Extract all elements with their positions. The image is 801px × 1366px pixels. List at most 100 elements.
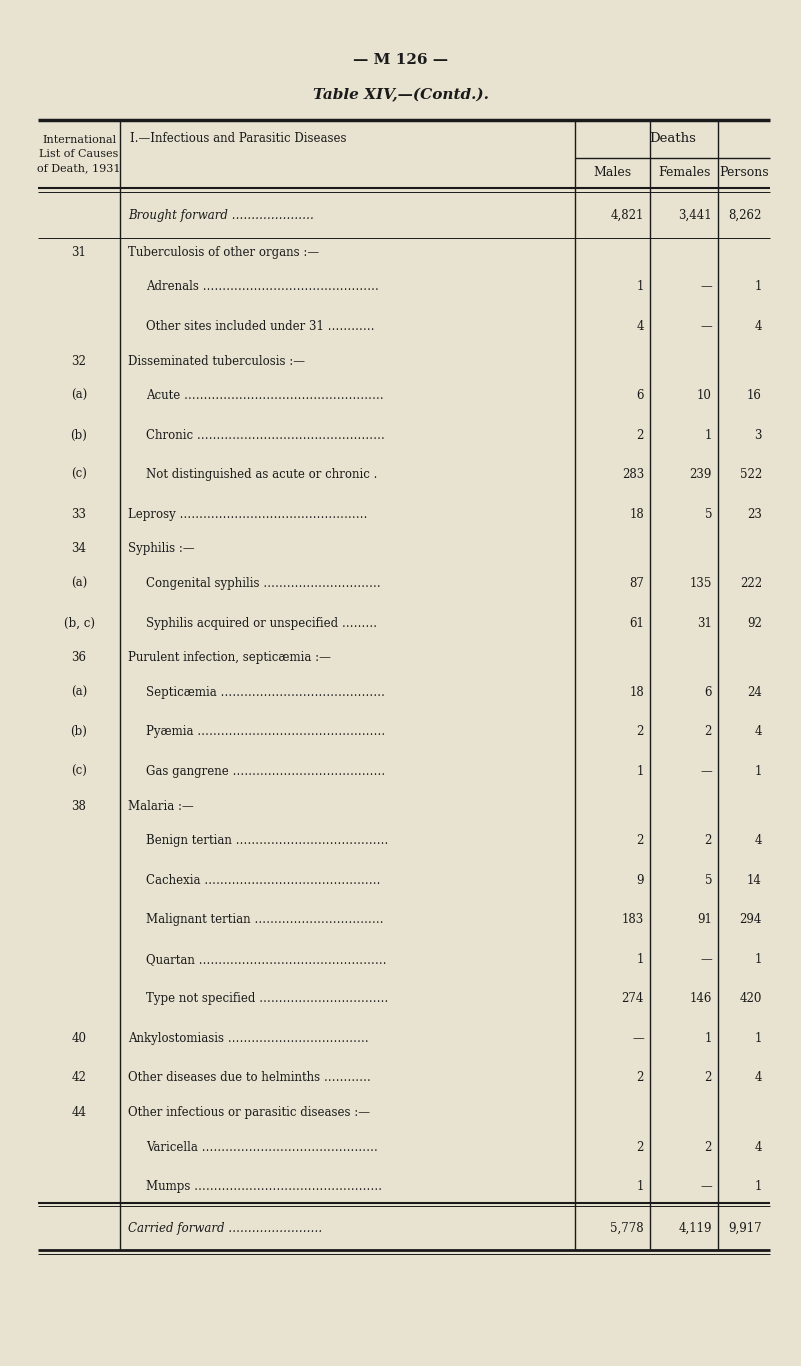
Text: 1: 1 — [637, 1180, 644, 1194]
Text: 6: 6 — [705, 686, 712, 699]
Text: Type not specified ……………………………: Type not specified …………………………… — [146, 992, 388, 1005]
Text: Carried forward ……………………: Carried forward …………………… — [128, 1221, 322, 1235]
Text: —: — — [700, 953, 712, 966]
Text: 18: 18 — [630, 508, 644, 520]
Text: 3: 3 — [755, 429, 762, 441]
Text: 4,821: 4,821 — [610, 209, 644, 223]
Text: Malignant tertian ……………………………: Malignant tertian …………………………… — [146, 914, 384, 926]
Text: Purulent infection, septicæmia :—: Purulent infection, septicæmia :— — [128, 652, 331, 664]
Text: 24: 24 — [747, 686, 762, 699]
Text: 2: 2 — [637, 1141, 644, 1154]
Text: (a): (a) — [70, 576, 87, 590]
Text: 32: 32 — [71, 355, 87, 367]
Text: Females: Females — [658, 167, 710, 179]
Text: —: — — [700, 320, 712, 333]
Text: 2: 2 — [705, 1141, 712, 1154]
Text: 1: 1 — [637, 280, 644, 294]
Text: Septicæmia ……………………………………: Septicæmia …………………………………… — [146, 686, 385, 699]
Text: Quartan …………………………………………: Quartan ………………………………………… — [146, 953, 387, 966]
Text: 87: 87 — [629, 576, 644, 590]
Text: Acute ……………………………………………: Acute …………………………………………… — [146, 389, 384, 402]
Text: 18: 18 — [630, 686, 644, 699]
Text: 1: 1 — [637, 953, 644, 966]
Text: Persons: Persons — [719, 167, 769, 179]
Text: 31: 31 — [697, 616, 712, 630]
Text: 1: 1 — [755, 953, 762, 966]
Text: Syphilis acquired or unspecified ………: Syphilis acquired or unspecified ……… — [146, 616, 377, 630]
Text: 23: 23 — [747, 508, 762, 520]
Text: 4: 4 — [755, 1141, 762, 1154]
Text: 92: 92 — [747, 616, 762, 630]
Text: 9: 9 — [637, 874, 644, 887]
Text: Gas gangrene …………………………………: Gas gangrene ………………………………… — [146, 765, 385, 779]
Text: Not distinguished as acute or chronic .: Not distinguished as acute or chronic . — [146, 469, 377, 481]
Text: 222: 222 — [740, 576, 762, 590]
Text: 1: 1 — [705, 1031, 712, 1045]
Text: 40: 40 — [71, 1031, 87, 1045]
Text: 33: 33 — [71, 508, 87, 520]
Text: 5: 5 — [705, 874, 712, 887]
Text: 4,119: 4,119 — [678, 1221, 712, 1235]
Text: List of Causes: List of Causes — [39, 149, 119, 158]
Text: Syphilis :—: Syphilis :— — [128, 542, 195, 556]
Text: Adrenals ………………………………………: Adrenals ……………………………………… — [146, 280, 379, 294]
Text: 6: 6 — [637, 389, 644, 402]
Text: Varicella ………………………………………: Varicella ……………………………………… — [146, 1141, 378, 1154]
Text: of Death, 1931: of Death, 1931 — [38, 163, 121, 173]
Text: Brought forward …………………: Brought forward ………………… — [128, 209, 314, 223]
Text: 1: 1 — [755, 1180, 762, 1194]
Text: 5,778: 5,778 — [610, 1221, 644, 1235]
Text: 294: 294 — [739, 914, 762, 926]
Text: Other infectious or parasitic diseases :—: Other infectious or parasitic diseases :… — [128, 1106, 370, 1119]
Text: Deaths: Deaths — [649, 133, 696, 146]
Text: 5: 5 — [705, 508, 712, 520]
Text: (b): (b) — [70, 725, 87, 739]
Text: 4: 4 — [637, 320, 644, 333]
Text: 1: 1 — [755, 280, 762, 294]
Text: 2: 2 — [637, 1071, 644, 1085]
Text: 61: 61 — [629, 616, 644, 630]
Text: 135: 135 — [690, 576, 712, 590]
Text: —: — — [700, 765, 712, 779]
Text: Cachexia ………………………………………: Cachexia ……………………………………… — [146, 874, 380, 887]
Text: 1: 1 — [755, 1031, 762, 1045]
Text: (c): (c) — [71, 765, 87, 779]
Text: Tuberculosis of other organs :—: Tuberculosis of other organs :— — [128, 246, 319, 258]
Text: Chronic …………………………………………: Chronic ………………………………………… — [146, 429, 384, 441]
Text: Malaria :—: Malaria :— — [128, 799, 194, 813]
Text: 420: 420 — [739, 992, 762, 1005]
Text: 44: 44 — [71, 1106, 87, 1119]
Text: (a): (a) — [70, 389, 87, 402]
Text: 42: 42 — [71, 1071, 87, 1085]
Text: 2: 2 — [637, 835, 644, 847]
Text: 146: 146 — [690, 992, 712, 1005]
Text: 34: 34 — [71, 542, 87, 556]
Text: 522: 522 — [740, 469, 762, 481]
Text: 91: 91 — [697, 914, 712, 926]
Text: Congenital syphilis …………………………: Congenital syphilis ………………………… — [146, 576, 380, 590]
Text: (b): (b) — [70, 429, 87, 441]
Text: Table XIV,—(Contd.).: Table XIV,—(Contd.). — [312, 87, 489, 102]
Text: 4: 4 — [755, 835, 762, 847]
Text: Ankylostomiasis ………………………………: Ankylostomiasis ……………………………… — [128, 1031, 368, 1045]
Text: —: — — [700, 280, 712, 294]
Text: (b, c): (b, c) — [63, 616, 95, 630]
Text: 8,262: 8,262 — [729, 209, 762, 223]
Text: 4: 4 — [755, 1071, 762, 1085]
Text: 4: 4 — [755, 725, 762, 739]
Text: International: International — [42, 135, 116, 145]
Text: 2: 2 — [637, 429, 644, 441]
Text: Other diseases due to helminths …………: Other diseases due to helminths ………… — [128, 1071, 371, 1085]
Text: Disseminated tuberculosis :—: Disseminated tuberculosis :— — [128, 355, 305, 367]
Text: 16: 16 — [747, 389, 762, 402]
Text: I.—Infectious and Parasitic Diseases: I.—Infectious and Parasitic Diseases — [130, 133, 347, 146]
Text: 9,917: 9,917 — [728, 1221, 762, 1235]
Text: Other sites included under 31 …………: Other sites included under 31 ………… — [146, 320, 375, 333]
Text: —: — — [632, 1031, 644, 1045]
Text: 10: 10 — [697, 389, 712, 402]
Text: 14: 14 — [747, 874, 762, 887]
Text: Benign tertian …………………………………: Benign tertian ………………………………… — [146, 835, 388, 847]
Text: — M 126 —: — M 126 — — [353, 53, 448, 67]
Text: 2: 2 — [705, 835, 712, 847]
Text: 1: 1 — [637, 765, 644, 779]
